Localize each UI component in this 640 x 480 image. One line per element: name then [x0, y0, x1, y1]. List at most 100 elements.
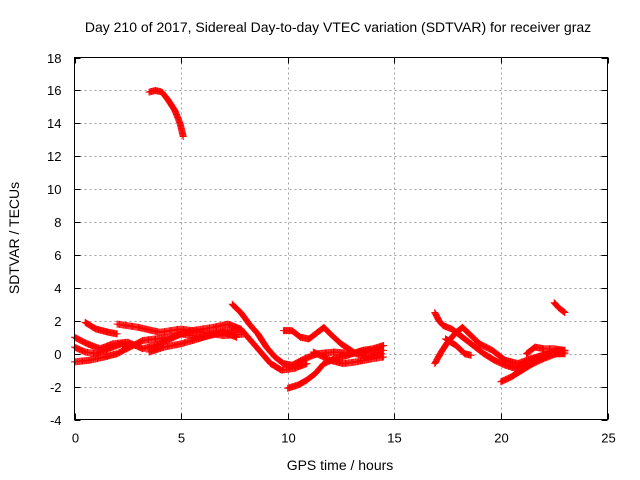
data-point [372, 357, 374, 360]
data-point [282, 362, 285, 365]
data-point [120, 343, 123, 345]
data-point [244, 333, 246, 335]
x-tick-label: 20 [494, 431, 508, 446]
data-point [179, 122, 181, 125]
y-tick-label: 0 [54, 347, 61, 362]
data-series [71, 86, 569, 392]
data-point [129, 346, 131, 348]
y-axis-label: SDTVAR / TECUs [6, 182, 22, 294]
x-axis-label: GPS time / hours [287, 457, 394, 473]
data-point [167, 99, 170, 102]
data-point [304, 357, 306, 360]
data-point [333, 351, 336, 353]
data-point [227, 329, 229, 332]
data-point [442, 324, 445, 327]
data-point [463, 352, 466, 355]
data-point [116, 323, 118, 325]
data-point [95, 352, 97, 355]
data-point [500, 380, 502, 383]
y-tick-label: 4 [54, 281, 61, 296]
data-point [107, 331, 110, 334]
data-point [440, 351, 443, 353]
data-point [355, 361, 357, 363]
data-point [461, 326, 464, 329]
y-tick-label: 8 [54, 215, 61, 230]
data-point [470, 354, 472, 357]
data-point [161, 91, 163, 93]
data-point [107, 347, 110, 350]
data-point [141, 339, 144, 342]
series-arc-11 [309, 348, 388, 368]
data-point [257, 333, 259, 335]
data-point [532, 362, 534, 365]
data-point [521, 369, 523, 371]
data-point [493, 359, 496, 362]
y-tick-label: 14 [47, 116, 61, 131]
data-point [291, 329, 293, 332]
data-point [555, 352, 558, 355]
data-point [472, 344, 475, 347]
data-point [316, 331, 319, 334]
data-point [159, 331, 161, 334]
y-tick-label: -4 [50, 413, 62, 428]
data-point [137, 326, 140, 329]
data-point [169, 336, 172, 339]
data-point [116, 352, 118, 355]
data-point [274, 356, 276, 358]
data-point [88, 359, 91, 362]
data-point [564, 311, 566, 314]
data-point [553, 347, 555, 350]
series-arc-15 [497, 348, 569, 386]
data-point [355, 352, 357, 355]
data-point [504, 359, 507, 362]
data-point [197, 338, 199, 340]
x-tick-label: 5 [178, 431, 185, 446]
data-point [438, 320, 440, 322]
data-point [180, 343, 182, 345]
data-point [84, 351, 86, 353]
chart-title: Day 210 of 2017, Sidereal Day-to-day VTE… [85, 19, 591, 35]
data-point [451, 328, 453, 330]
data-point [434, 311, 436, 314]
data-point [510, 375, 513, 378]
data-point [306, 379, 308, 381]
x-tick-label: 25 [601, 431, 615, 446]
data-point [84, 321, 86, 324]
data-point [525, 352, 528, 355]
data-point [529, 357, 532, 360]
data-point [265, 346, 268, 348]
data-point [361, 349, 364, 352]
data-point [323, 326, 325, 329]
data-point [483, 352, 485, 355]
y-tick-label: 10 [47, 182, 61, 197]
data-point [382, 349, 385, 352]
data-point [240, 328, 242, 330]
data-point [286, 387, 289, 390]
y-tick-label: 18 [47, 51, 61, 66]
data-point [154, 338, 157, 340]
data-point [103, 356, 106, 358]
data-point [534, 346, 536, 348]
data-point [340, 343, 342, 345]
data-point [382, 356, 385, 358]
series-arc-7 [145, 325, 245, 356]
series-arc-14 [442, 335, 475, 359]
data-point [461, 336, 464, 339]
data-point [329, 359, 332, 362]
data-point [116, 333, 118, 335]
data-point [504, 364, 507, 367]
data-point [154, 89, 157, 92]
data-point [212, 333, 214, 335]
data-point [173, 109, 176, 111]
data-point [515, 367, 517, 370]
data-point [329, 333, 332, 335]
data-point [182, 135, 184, 138]
data-point [553, 301, 555, 304]
data-point [282, 329, 285, 332]
data-point [159, 343, 161, 345]
x-tick-label: 10 [281, 431, 295, 446]
data-point [201, 331, 204, 334]
data-point [141, 347, 144, 350]
data-point [269, 362, 272, 365]
series-arc-4 [81, 318, 121, 338]
